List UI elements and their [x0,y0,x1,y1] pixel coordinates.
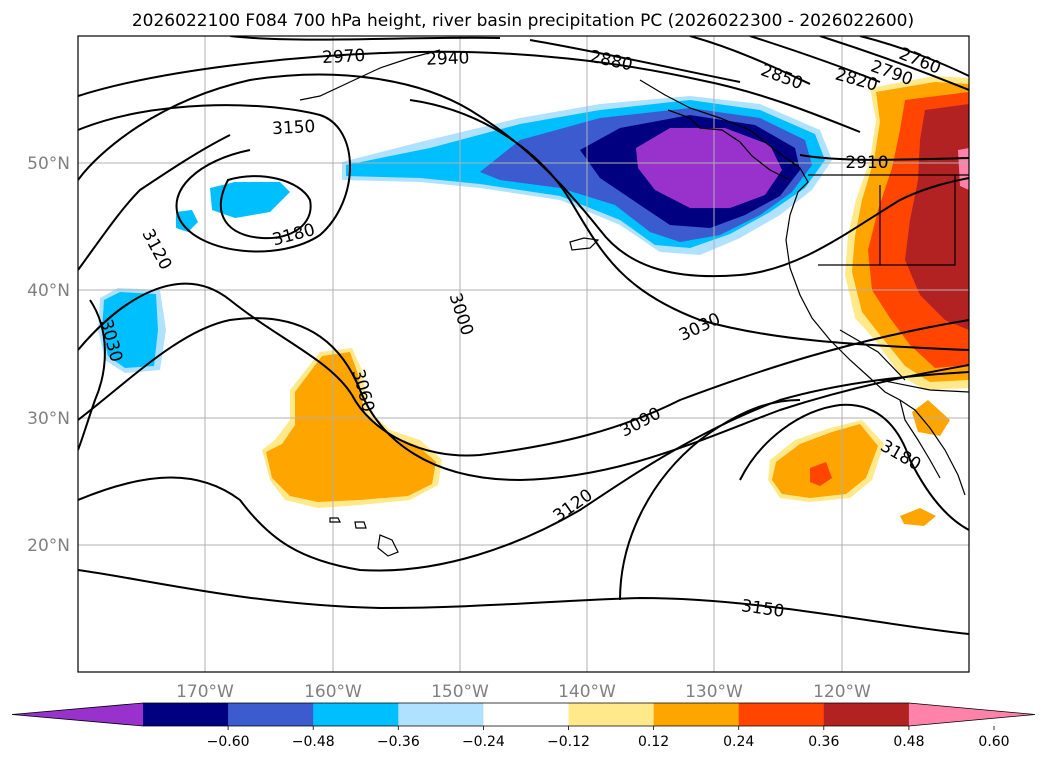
colorbar-tick-label: −0.60 [207,734,250,750]
lon-label-120w: 120°W [813,682,871,702]
colorbar-segment [313,703,399,726]
colorbar-segment [568,703,655,726]
contour-label: 2970 [322,46,366,68]
precip-us-darkred [905,104,969,330]
coastline-aleutians [299,49,441,101]
coastlines [299,49,969,557]
precip-offshore-orange [772,424,878,498]
colorbar-tick-label: 0.24 [723,734,754,750]
lon-label-150w: 150°W [431,682,489,702]
colorbar-tick-label: 0.36 [808,734,839,750]
longitude-labels: 170°W 160°W 150°W 140°W 130°W 120°W [176,682,871,702]
height-contours [78,36,969,635]
contour-3060 [78,282,969,457]
precip-shading [98,76,969,526]
state-border-ca-nv [839,329,906,381]
contour-2850 [689,36,811,85]
colorbar-segment [228,703,314,726]
contour-2790 [819,36,969,91]
contour-label: 3150 [272,117,316,139]
contour-label: 2910 [845,153,888,173]
coastline-north-america [639,79,966,496]
lat-label-30n: 30°N [27,409,70,429]
latitude-labels: 50°N 40°N 30°N 20°N [27,154,70,556]
lon-label-160w: 160°W [304,682,362,702]
contour-3150-ring [78,104,351,253]
contour-2910 [799,154,969,161]
island-oahu [329,517,341,523]
island-maui [354,521,367,529]
colorbar-extend-max [908,703,1035,726]
coastline-baja [899,399,941,479]
colorbar-outline [11,702,1036,727]
colorbar-tick-label: −0.48 [292,734,335,750]
contour-2940 [78,50,861,133]
colorbar-segment [398,703,484,726]
colorbar-tick-label: −0.36 [377,734,420,750]
gridlines [78,36,969,672]
map-frame [77,35,970,673]
colorbar-tick-label: −0.24 [462,734,505,750]
precip-hole-outline [569,237,600,251]
colorbar-tick-label: 0.12 [638,734,669,750]
lon-label-170w: 170°W [176,682,234,702]
lat-label-40n: 40°N [27,281,70,301]
coastline-bc-islands [667,109,791,181]
contour-3150-east [619,399,801,601]
lat-label-20n: 20°N [27,536,70,556]
contour-2880 [529,39,741,83]
lon-label-140w: 140°W [558,682,616,702]
lat-label-50n: 50°N [27,154,70,174]
contour-2820 [749,36,881,83]
precip-blob-sw [102,292,158,368]
border-us-mexico [879,379,969,393]
colorbar-segment [823,703,910,726]
map-title: 2026022100 F084 700 hPa height, river ba… [132,11,914,31]
contour-3120 [78,371,969,572]
colorbar-tick-label: −0.12 [547,734,590,750]
colorbar-segment [653,703,740,726]
colorbar-segment [483,703,569,726]
contour-3180-east [739,403,969,531]
contour-3120-west [78,134,231,271]
island-hawaii [377,534,399,557]
contour-3030-mid [409,99,969,351]
colorbar-segment [143,703,229,726]
colorbar-tick-label: 0.60 [978,734,1009,750]
map-panel: 2970 2940 2880 2850 2820 2790 2760 2910 … [77,35,970,673]
colorbar: −0.60 −0.48 −0.36 −0.24 −0.12 0.12 0.24 0.36 0.4… [11,702,1036,750]
contour-2970 [229,36,501,41]
lon-label-130w: 130°W [685,682,743,702]
contour-3090 [78,317,969,482]
precip-blob-west-1 [210,182,290,218]
contour-3180-high [219,175,312,240]
colorbar-extend-min [12,703,143,726]
precip-blob-west-2 [176,210,198,232]
colorbar-tick-label: 0.48 [893,734,924,750]
contour-label: 2940 [426,48,470,69]
contour-3150-south [78,569,969,635]
precip-hawaii-orange [266,352,436,502]
colorbar-segment [738,703,825,726]
precip-offshore-red [810,462,832,486]
precip-baja-small [900,508,936,526]
contour-2760 [859,36,969,77]
contour-3000-trough [78,73,969,278]
